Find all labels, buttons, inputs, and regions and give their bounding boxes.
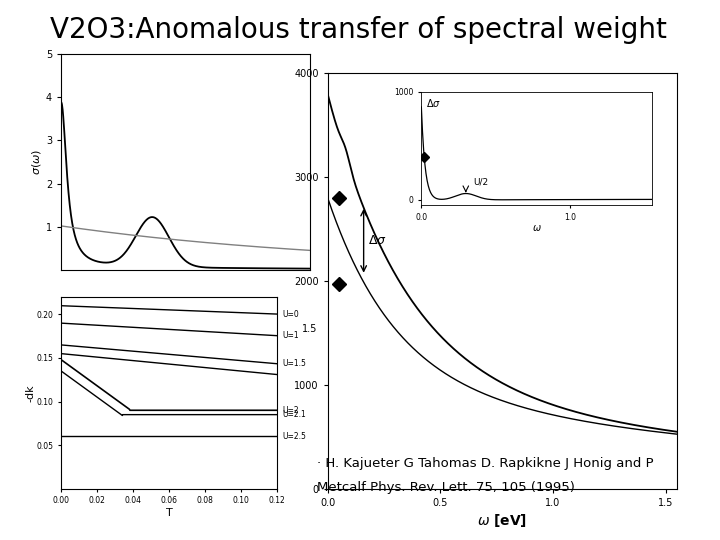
Text: U/2: U/2 bbox=[473, 178, 488, 187]
Text: U=2: U=2 bbox=[283, 406, 300, 415]
Y-axis label: $\sigma(\omega)$: $\sigma(\omega)$ bbox=[30, 149, 43, 175]
X-axis label: $\omega$ [eV]: $\omega$ [eV] bbox=[477, 512, 527, 529]
X-axis label: T: T bbox=[166, 508, 173, 518]
Text: U=0: U=0 bbox=[283, 309, 300, 319]
Text: $\Delta\sigma$: $\Delta\sigma$ bbox=[368, 234, 387, 247]
Text: · H. Kajueter G Tahomas D. Rapkikne J Honig and P: · H. Kajueter G Tahomas D. Rapkikne J Ho… bbox=[317, 457, 654, 470]
Text: U=1.5: U=1.5 bbox=[283, 359, 307, 368]
Text: $\Delta\sigma$: $\Delta\sigma$ bbox=[426, 97, 441, 110]
Text: V2O3:Anomalous transfer of spectral weight: V2O3:Anomalous transfer of spectral weig… bbox=[50, 16, 667, 44]
Text: 1.5: 1.5 bbox=[302, 324, 318, 334]
Text: U=1: U=1 bbox=[283, 331, 300, 340]
Text: Metcalf Phys. Rev. Lett. 75, 105 (1995): Metcalf Phys. Rev. Lett. 75, 105 (1995) bbox=[317, 481, 575, 494]
Text: U=2.1: U=2.1 bbox=[283, 410, 306, 419]
X-axis label: $\omega$: $\omega$ bbox=[531, 223, 541, 233]
Y-axis label: -dk: -dk bbox=[25, 384, 35, 402]
Text: U=2.5: U=2.5 bbox=[283, 432, 307, 441]
